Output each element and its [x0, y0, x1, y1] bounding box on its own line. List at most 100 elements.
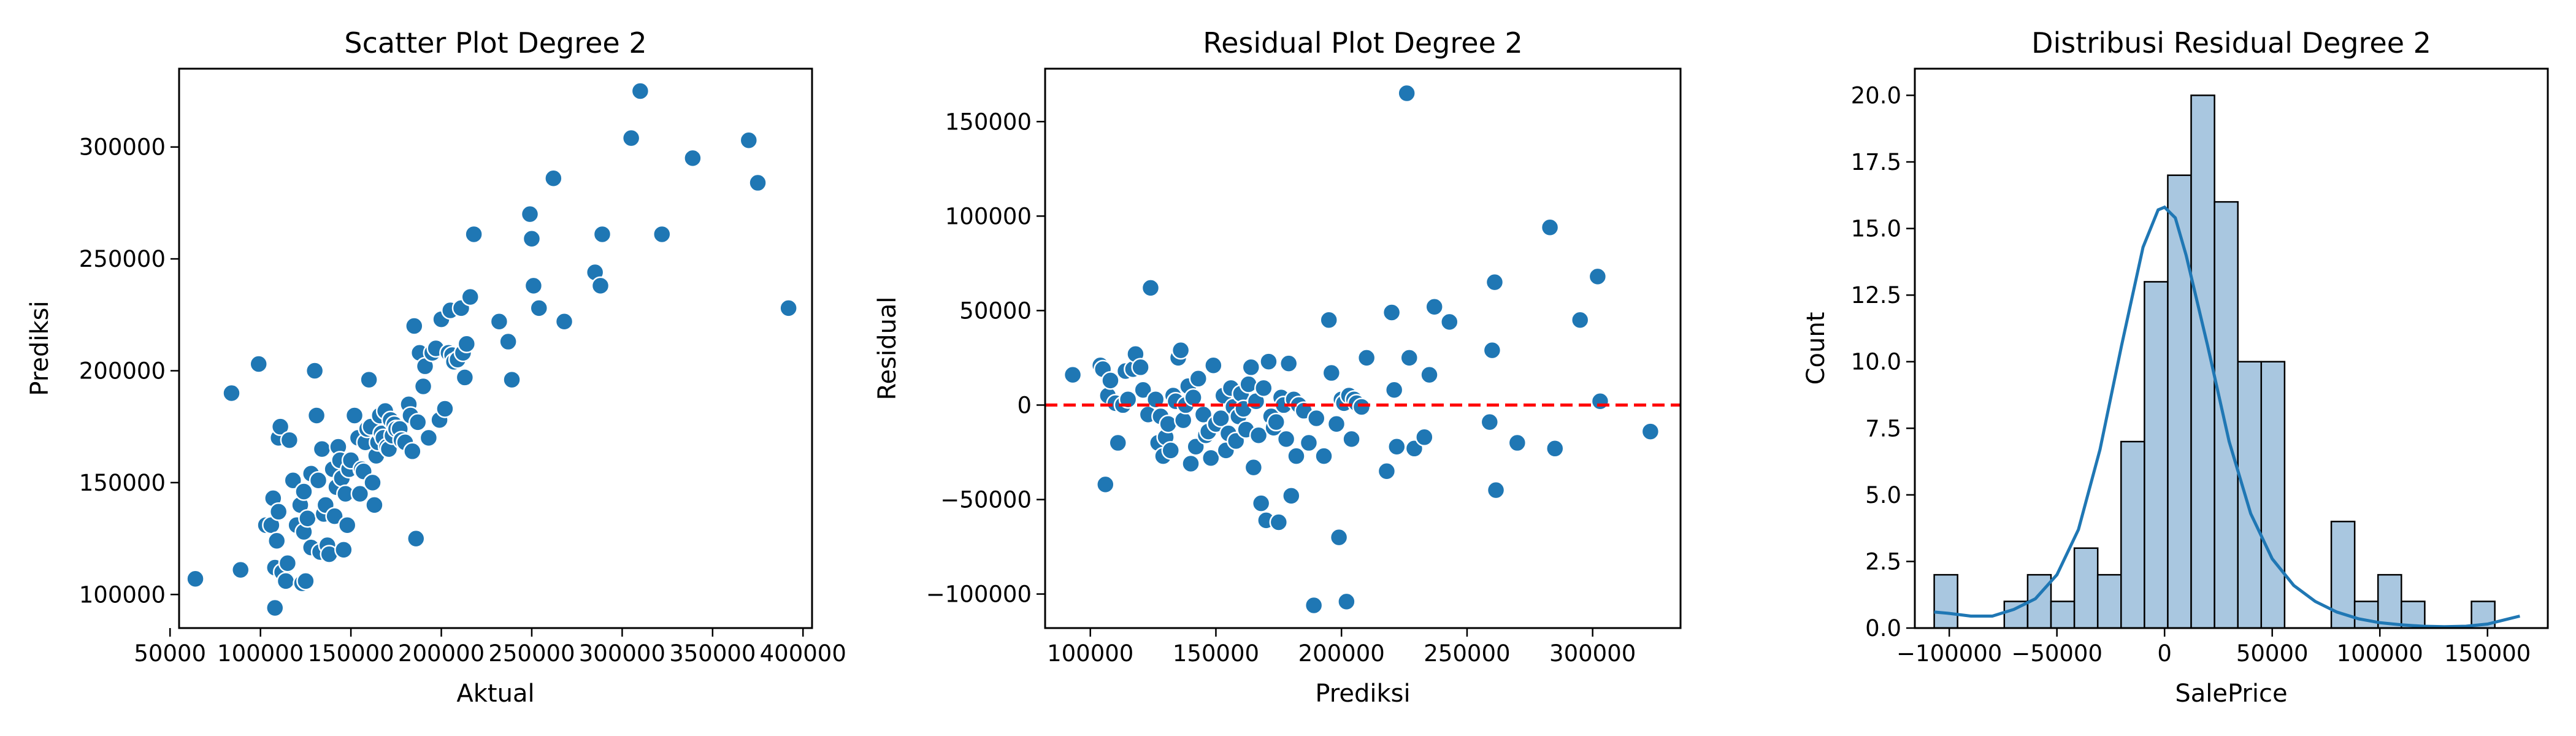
data-point [1161, 441, 1180, 460]
residual-points [1063, 83, 1660, 615]
data-point [1204, 356, 1223, 375]
data-point [524, 276, 543, 296]
data-point [307, 406, 326, 425]
data-point [276, 572, 296, 591]
data-point [1377, 462, 1397, 481]
data-point [1400, 348, 1419, 367]
data-point [1540, 218, 1560, 237]
residual-xlabel: Prediksi [1315, 680, 1410, 708]
histogram-bar [2214, 201, 2239, 629]
data-point [1241, 358, 1261, 377]
data-point [1259, 352, 1278, 371]
data-point [337, 515, 357, 535]
histogram-ylabel: Count [1802, 312, 1830, 385]
data-point [1249, 426, 1268, 445]
data-point [1299, 433, 1319, 453]
x-tick-label: 250000 [1424, 640, 1510, 667]
data-point [345, 406, 364, 425]
y-tick-label: 0.0 [1865, 615, 1901, 642]
x-tick-label: 50000 [2236, 640, 2309, 667]
data-point [455, 368, 475, 387]
y-tick-label: 15.0 [1851, 216, 1901, 242]
residual-ylabel: Residual [873, 297, 902, 401]
histogram-bar [2260, 361, 2286, 629]
data-point [1357, 348, 1376, 367]
data-point [1482, 340, 1502, 360]
data-point [269, 502, 288, 521]
data-point [266, 598, 285, 618]
scatter-title: Scatter Plot Degree 2 [344, 26, 646, 59]
x-tick-label: 400000 [760, 640, 846, 667]
data-point [1282, 486, 1301, 505]
data-point [621, 128, 641, 148]
residual-axes-frame [1044, 67, 1682, 629]
data-point [499, 332, 518, 351]
data-point [283, 470, 303, 490]
histogram-bar [2377, 573, 2402, 629]
data-point [419, 428, 439, 448]
data-point [1322, 363, 1341, 383]
data-point [1397, 83, 1416, 103]
x-tick-label: −50000 [2011, 640, 2103, 667]
data-point [1279, 354, 1298, 373]
data-point [1141, 278, 1160, 297]
histogram-bar [2167, 174, 2192, 629]
y-tick-label: 200000 [79, 358, 166, 384]
x-tick-label: 100000 [217, 640, 304, 667]
y-tick-label: 100000 [945, 203, 1032, 229]
histogram-panel: Distribusi Residual Degree 2 −100000 −500… [1802, 26, 2549, 708]
y-tick-label: 12.5 [1851, 282, 1901, 309]
x-tick-label: 300000 [579, 640, 665, 667]
residual-ticks: 100000 150000 200000 250000 300000 −100000 −50… [926, 109, 1636, 667]
x-tick-label: 300000 [1549, 640, 1636, 667]
data-point [1415, 427, 1434, 447]
data-point [1384, 380, 1404, 400]
data-point [1063, 365, 1083, 385]
data-point [405, 316, 424, 335]
data-point [1590, 392, 1610, 411]
data-point [461, 287, 480, 307]
data-point [325, 507, 344, 526]
x-tick-label: 150000 [2444, 640, 2531, 667]
histogram-bar [2096, 573, 2122, 629]
histogram-bars [1933, 94, 2496, 629]
data-point [267, 531, 286, 550]
y-tick-label: −100000 [926, 581, 1032, 608]
histogram-bar [2353, 600, 2379, 629]
data-point [1352, 397, 1371, 416]
data-point [544, 169, 563, 188]
data-point [1276, 429, 1296, 449]
data-point [1480, 412, 1500, 432]
data-point [1486, 480, 1506, 500]
data-point [1588, 267, 1608, 286]
scatter-ticks: 50000 100000 150000 200000 250000 300000 35000… [79, 134, 846, 667]
data-point [1171, 340, 1190, 360]
data-point [435, 399, 454, 418]
kde-curve [1934, 205, 2520, 629]
data-point [1244, 458, 1263, 477]
x-tick-label: 200000 [398, 640, 485, 667]
data-point [296, 572, 315, 591]
x-tick-label: −100000 [1896, 640, 2002, 667]
y-tick-label: 300000 [79, 134, 166, 161]
data-point [403, 442, 422, 461]
x-tick-label: 0 [2157, 640, 2172, 667]
y-tick-label: 250000 [79, 246, 166, 272]
data-point [1508, 433, 1527, 453]
x-tick-label: 100000 [1047, 640, 1133, 667]
histogram-axes-frame [1914, 67, 2549, 629]
data-point [363, 473, 382, 493]
data-point [1327, 414, 1346, 434]
data-point [653, 224, 672, 244]
data-point [748, 173, 767, 193]
data-point [1254, 378, 1273, 397]
data-point [502, 370, 521, 389]
data-point [1440, 312, 1459, 332]
data-point [249, 355, 268, 374]
data-point [186, 569, 205, 588]
x-tick-label: 350000 [669, 640, 756, 667]
data-point [739, 131, 759, 150]
data-point [631, 82, 650, 101]
data-point [464, 224, 483, 244]
